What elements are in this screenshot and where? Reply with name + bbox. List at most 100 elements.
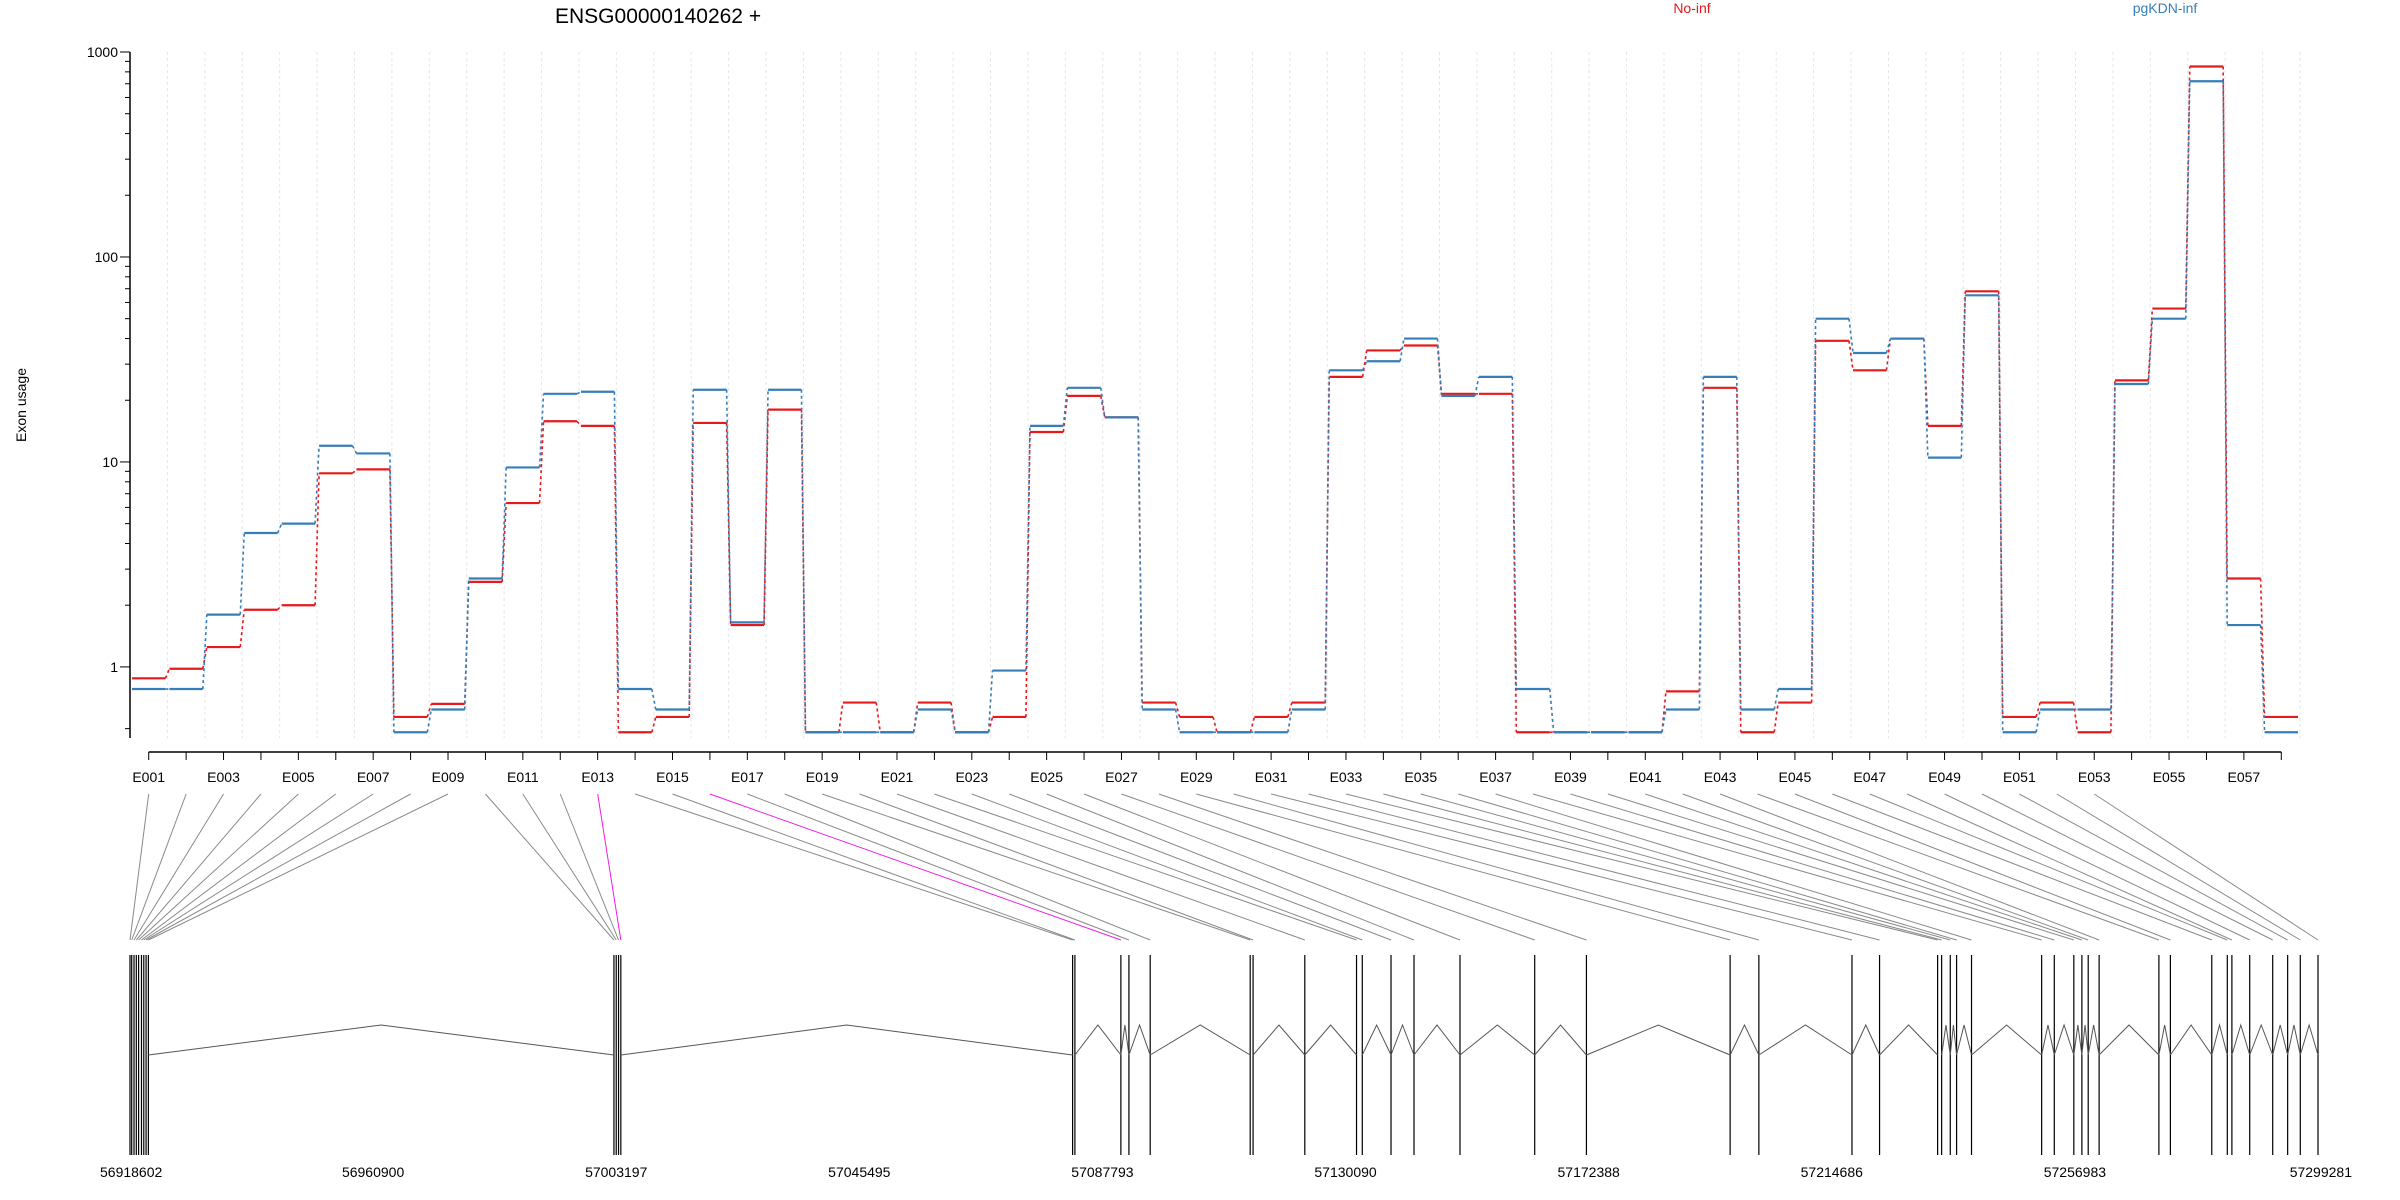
x-tick-label: E031 — [1255, 769, 1288, 785]
exon-transition — [875, 702, 882, 733]
exon-transition — [1885, 338, 1892, 354]
genomic-coordinate-label: 57299281 — [2290, 1164, 2353, 1180]
exon-transition — [1361, 360, 1368, 371]
genomic-coordinate-label: 56918602 — [100, 1164, 163, 1180]
exon-connector — [709, 793, 1122, 941]
exon-connector — [1158, 793, 1587, 941]
exon-transition — [1287, 702, 1293, 718]
exon-connector — [821, 793, 1251, 941]
exon-transition — [1810, 340, 1817, 703]
exon-transition — [1212, 716, 1218, 733]
exon-transition — [576, 420, 582, 427]
exon-connector-lines — [129, 793, 2319, 941]
intron — [620, 1024, 1073, 1056]
exon-transition — [1025, 425, 1031, 671]
x-tick-label: E043 — [1704, 769, 1737, 785]
exon-transition — [1773, 702, 1779, 733]
intron — [2073, 1024, 2083, 1056]
exon-connector — [133, 793, 224, 941]
y-axis: 1 10 100 1000 — [87, 44, 131, 738]
intron — [2287, 1024, 2301, 1056]
exon-connector — [2093, 793, 2319, 941]
x-axis-exon-labels: E001 E003 E005 E007 E009 E011 E013 E015 E017 E019… — [132, 751, 2282, 785]
x-tick-label: E041 — [1629, 769, 1662, 785]
x-tick-label: E037 — [1479, 769, 1512, 785]
exon-transition — [202, 646, 208, 669]
exon-transition — [463, 578, 470, 710]
x-tick-label: E027 — [1105, 769, 1138, 785]
exon-connector — [634, 793, 1073, 941]
x-tick-label: E023 — [955, 769, 988, 785]
x-tick-label: E057 — [2228, 769, 2261, 785]
exon-connector — [129, 793, 150, 941]
exon-connector — [2019, 793, 2288, 941]
intron — [1956, 1024, 1973, 1056]
exon-transition — [426, 703, 433, 718]
exon-transition — [725, 422, 732, 626]
exon-connector — [1458, 793, 1957, 941]
exon-transition — [351, 468, 358, 474]
x-tick-label: E047 — [1853, 769, 1886, 785]
series-pgkdn-inf — [132, 80, 2298, 734]
exon-transition — [651, 716, 657, 733]
intron — [2249, 1023, 2274, 1056]
exon-connector — [131, 793, 187, 941]
intron — [1729, 1023, 1760, 1056]
x-tick-label: E039 — [1554, 769, 1587, 785]
exon-connector — [1719, 793, 2100, 941]
exon-connector — [1682, 793, 2089, 941]
exon-transition — [2184, 66, 2191, 309]
exon-transition — [314, 445, 320, 524]
intron — [1971, 1024, 2042, 1056]
x-tick-label: E003 — [207, 769, 240, 785]
exon-connector — [1420, 793, 1951, 941]
exon-connector — [1345, 793, 1938, 941]
x-tick-label: E013 — [581, 769, 614, 785]
exon-transition — [538, 393, 545, 468]
exon-transition — [2110, 384, 2116, 710]
y-tick-label: 1 — [110, 659, 118, 675]
exon-connector — [143, 793, 374, 941]
exon-transition — [987, 670, 994, 733]
exon-transition — [1137, 417, 1143, 710]
exon-connector — [1046, 793, 1415, 941]
exon-transition — [1661, 709, 1667, 733]
series-lines — [132, 65, 2298, 734]
exon-connector — [1794, 793, 2171, 941]
intron — [1459, 1024, 1536, 1056]
exon-transition — [1399, 344, 1405, 351]
intron — [1128, 1023, 1151, 1056]
legend-pgkdn-inf: pgKDN-inf — [2133, 0, 2198, 16]
intron — [1120, 1024, 1130, 1056]
intron — [2098, 1024, 2160, 1056]
exon-transition — [389, 453, 395, 733]
genomic-coordinate-label: 57045495 — [828, 1164, 891, 1180]
exon-connector — [1196, 793, 1731, 941]
x-tick-label: E035 — [1404, 769, 1437, 785]
exon-transition — [202, 614, 208, 690]
exon-connector — [1083, 793, 1461, 941]
exon-transition — [912, 709, 919, 733]
intron — [1149, 1024, 1251, 1056]
exon-connector — [1270, 793, 1853, 941]
exon-connector — [1383, 793, 1942, 941]
exon-connector — [1832, 793, 2212, 941]
exon-connector — [1869, 793, 2228, 941]
exon-connector — [971, 793, 1363, 941]
exon-connector — [1233, 793, 1759, 941]
exon-transition — [538, 421, 545, 504]
exon-transition — [277, 604, 283, 611]
genomic-coordinate-label: 57214686 — [1801, 1164, 1864, 1180]
intron — [1941, 1024, 1951, 1056]
intron — [1851, 1023, 1881, 1056]
exon-transition — [2072, 702, 2079, 733]
exon-transition — [1848, 340, 1854, 371]
genomic-coordinate-label: 57130090 — [1314, 1164, 1377, 1180]
exon-transition — [1099, 387, 1106, 418]
intron — [1252, 1024, 1306, 1056]
exon-connector — [747, 793, 1130, 941]
genomic-coordinate-label: 56960900 — [342, 1164, 405, 1180]
x-tick-label: E001 — [132, 769, 165, 785]
intron — [2041, 1024, 2055, 1056]
exon-connector — [135, 793, 262, 941]
